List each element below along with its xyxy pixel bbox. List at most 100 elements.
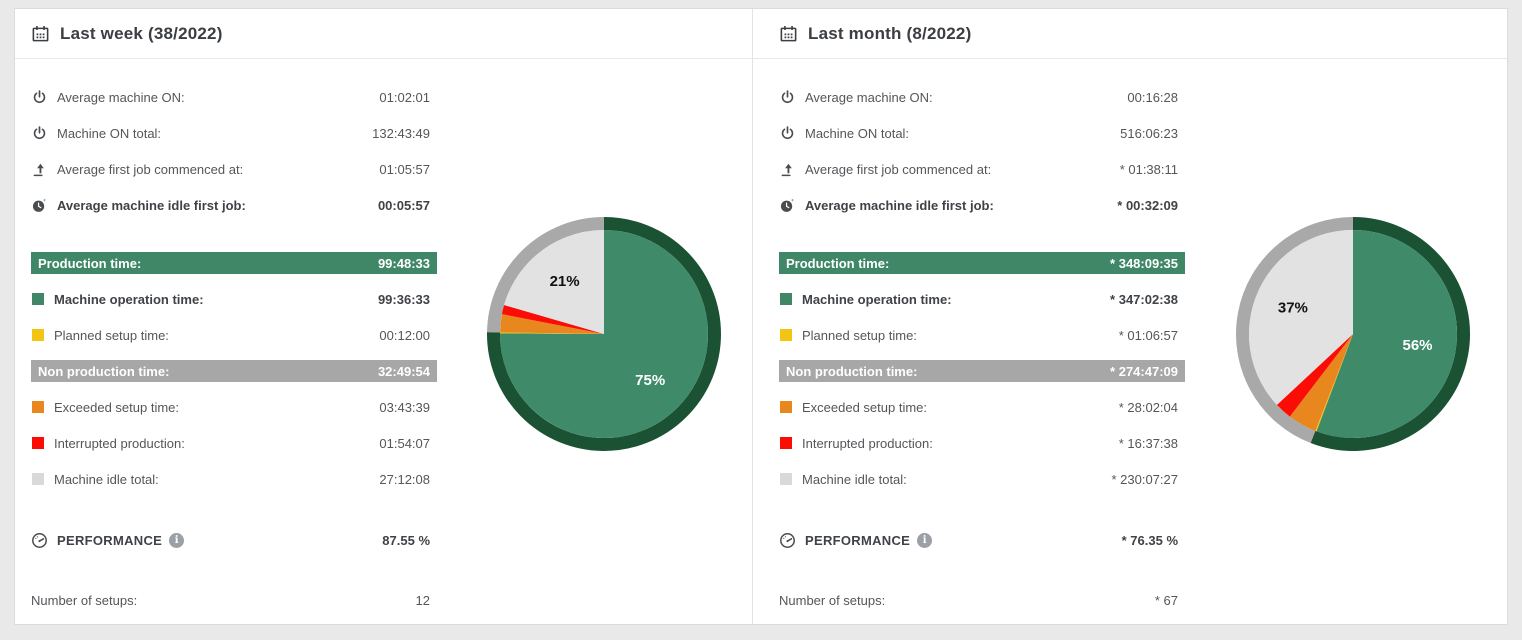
legend-label: Planned setup time:	[802, 327, 917, 343]
gauge-icon	[779, 532, 796, 549]
dashboard-card: Last week (38/2022) Average machine ON: …	[14, 8, 1508, 625]
pie-label: 56%	[1402, 337, 1432, 354]
pie-slice	[1316, 230, 1457, 438]
green-swatch-icon	[32, 293, 44, 305]
performance-value: * 76.35 %	[1121, 532, 1178, 548]
pie-ring-arc	[1236, 217, 1354, 444]
legend-row-machine-idle: Machine idle total: 27:12:08	[31, 468, 437, 490]
power-icon	[779, 89, 796, 106]
stats-column: Average machine ON: 01:02:01 Machine ON …	[31, 86, 437, 611]
stat-label: Average first job commenced at:	[805, 161, 992, 177]
legend-label: Interrupted production:	[802, 435, 933, 451]
banner-value: 99:48:33	[377, 255, 430, 271]
setups-value: * 67	[1154, 592, 1178, 608]
legend-label: Interrupted production:	[54, 435, 185, 451]
spacer	[31, 504, 437, 529]
pie-slice	[1248, 230, 1353, 405]
setups-value: 12	[415, 592, 430, 608]
info-icon[interactable]: i	[169, 532, 185, 548]
banner-label: Production time:	[38, 255, 142, 271]
spacer	[31, 565, 437, 589]
stat-row-average-machine-on: Average machine ON: 01:02:01	[31, 86, 437, 108]
spacer	[31, 230, 437, 252]
performance-row: PERFORMANCE i 87.55 %	[31, 529, 437, 551]
stat-label: Average first job commenced at:	[57, 161, 244, 177]
pie-slice	[499, 230, 708, 438]
stat-value: * 01:38:11	[1119, 161, 1178, 177]
pie-label: 75%	[635, 372, 665, 389]
panel-header: Last week (38/2022)	[15, 9, 752, 59]
legend-label: Exceeded setup time:	[802, 399, 928, 415]
performance-value: 87.55 %	[382, 532, 430, 548]
banner-value: 32:49:54	[377, 363, 430, 379]
legend-value: 00:12:00	[379, 327, 430, 343]
power-icon	[779, 125, 796, 142]
panel-header: Last month (8/2022)	[753, 9, 1507, 59]
stat-label: Machine ON total:	[57, 125, 162, 141]
legend-value: 27:12:08	[379, 471, 430, 487]
legend-label: Machine idle total:	[802, 471, 907, 487]
info-icon[interactable]: i	[917, 532, 933, 548]
banner-label: Non production time:	[786, 363, 918, 379]
pie-slice	[1289, 334, 1353, 431]
panel-last-month: Last month (8/2022) Average machine ON: …	[753, 9, 1507, 624]
stat-value: 01:05:57	[379, 161, 430, 177]
legend-row-interrupted-production: Interrupted production: * 16:37:38	[779, 432, 1185, 454]
banner-non-production-time: Non production time: * 274:47:09	[779, 360, 1185, 382]
legend-value: * 347:02:38	[1110, 291, 1178, 307]
legend-label: Machine operation time:	[54, 291, 204, 307]
stat-row-average-machine-on: Average machine ON: 00:16:28	[779, 86, 1185, 108]
red-swatch-icon	[780, 437, 792, 449]
spacer	[779, 504, 1185, 529]
gray-swatch-icon	[32, 473, 44, 485]
pie-label: 37%	[1278, 299, 1308, 316]
pie-slice	[1315, 334, 1353, 432]
pie-chart-last-week: 75% 21%	[487, 217, 721, 451]
pie-slice	[1276, 334, 1353, 417]
legend-value: * 01:06:57	[1118, 327, 1178, 343]
performance-label: PERFORMANCE	[57, 532, 163, 548]
legend-value: 01:54:07	[379, 435, 430, 451]
stat-row-first-job: Average first job commenced at: 01:05:57	[31, 158, 437, 180]
calendar-icon	[779, 24, 798, 43]
banner-non-production-time: Non production time: 32:49:54	[31, 360, 437, 382]
legend-label: Machine operation time:	[802, 291, 952, 307]
power-icon	[31, 89, 48, 106]
first-job-arrow-icon	[779, 161, 796, 178]
stats-column: Average machine ON: 00:16:28 Machine ON …	[779, 86, 1185, 611]
legend-row-interrupted-production: Interrupted production: 01:54:07	[31, 432, 437, 454]
pie-slice	[500, 332, 604, 334]
banner-value: * 348:09:35	[1110, 255, 1178, 271]
stat-row-machine-on-total: Machine ON total: 516:06:23	[779, 122, 1185, 144]
setups-label: Number of setups:	[779, 592, 886, 608]
stat-value: * 00:32:09	[1117, 197, 1178, 213]
spacer	[779, 230, 1185, 252]
banner-label: Production time:	[786, 255, 890, 271]
pie-slice	[504, 230, 604, 334]
page-title: Last month (8/2022)	[808, 23, 972, 43]
page-title: Last week (38/2022)	[60, 23, 223, 43]
legend-value: * 16:37:38	[1118, 435, 1178, 451]
stat-value: 01:02:01	[379, 89, 430, 105]
stat-row-first-job: Average first job commenced at: * 01:38:…	[779, 158, 1185, 180]
performance-row: PERFORMANCE i * 76.35 %	[779, 529, 1185, 551]
legend-label: Planned setup time:	[54, 327, 169, 343]
stat-label: Machine ON total:	[805, 125, 910, 141]
stat-value: 516:06:23	[1120, 125, 1178, 141]
idle-clock-icon	[779, 197, 796, 214]
stat-row-idle-first-job: Average machine idle first job: * 00:32:…	[779, 194, 1185, 216]
pie-ring-arc	[487, 217, 605, 333]
stat-label: Average machine idle first job:	[805, 197, 994, 213]
legend-value: * 28:02:04	[1118, 399, 1178, 415]
first-job-arrow-icon	[31, 161, 48, 178]
setups-label: Number of setups:	[31, 592, 138, 608]
pie-ring-arc	[487, 217, 721, 451]
legend-row-exceeded-setup: Exceeded setup time: 03:43:39	[31, 396, 437, 418]
pie-slice	[501, 305, 604, 334]
legend-row-machine-operation: Machine operation time: * 347:02:38	[779, 288, 1185, 310]
legend-value: 99:36:33	[377, 291, 430, 307]
legend-value: * 230:07:27	[1111, 471, 1178, 487]
legend-label: Exceeded setup time:	[54, 399, 180, 415]
performance-label: PERFORMANCE	[805, 532, 911, 548]
stat-value: 132:43:49	[372, 125, 430, 141]
